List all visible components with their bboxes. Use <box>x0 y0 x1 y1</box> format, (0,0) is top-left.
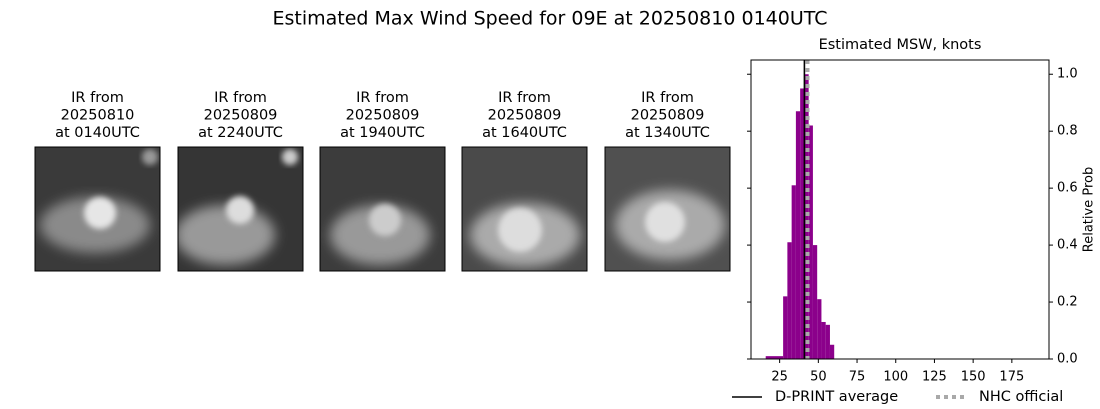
legend-label: D-PRINT average <box>775 389 898 405</box>
ir-images <box>34 146 731 272</box>
bar <box>825 324 830 359</box>
x-tick-label: 50 <box>810 370 827 385</box>
y-tick-label: 0.4 <box>1057 238 1078 253</box>
ir-image <box>462 147 587 271</box>
bar <box>821 321 826 359</box>
panel-title: 20250809 <box>346 108 420 124</box>
ir-image <box>35 147 160 271</box>
bar <box>812 245 818 359</box>
y-tick-label: 0.6 <box>1057 181 1078 196</box>
panel-title: at 2240UTC <box>198 125 283 141</box>
x-tick-label: 175 <box>999 370 1024 385</box>
panel-title: at 1640UTC <box>482 125 567 141</box>
panel-title: at 1940UTC <box>340 125 425 141</box>
panel-title: 20250810 <box>61 108 135 124</box>
panel-title: IR from <box>71 90 124 106</box>
legend-label: NHC official <box>979 389 1063 405</box>
bar <box>787 242 792 359</box>
panel-title: IR from <box>498 90 551 106</box>
y-tick-label: 0.2 <box>1057 295 1078 310</box>
histogram-chart: Estimated MSW, knots 25 50 75 100 125 150 175 0.… <box>732 37 1097 405</box>
bar <box>795 111 801 359</box>
panel-title: IR from <box>641 90 694 106</box>
figure-title: Estimated Max Wind Speed for 09E at 2025… <box>272 8 827 30</box>
panel-title: at 1340UTC <box>625 125 710 141</box>
bar <box>765 356 784 359</box>
bar <box>800 88 805 359</box>
panel-title: IR from <box>214 90 267 106</box>
panel-title: 20250809 <box>204 108 278 124</box>
axes-frame <box>750 59 1050 360</box>
x-tick-label: 150 <box>961 370 986 385</box>
panel-title: IR from <box>356 90 409 106</box>
y-tick-label: 0.0 <box>1057 352 1078 367</box>
x-tick-label: 75 <box>849 370 866 385</box>
bar <box>808 125 813 359</box>
y-axis-label: Relative Prob <box>1082 167 1097 252</box>
x-tick-label: 125 <box>922 370 947 385</box>
panel-title: 20250809 <box>488 108 562 124</box>
bar <box>804 74 809 359</box>
y-tick-label: 1.0 <box>1057 67 1078 82</box>
bar <box>783 296 788 359</box>
bar <box>791 185 796 359</box>
ir-image <box>605 147 730 271</box>
x-tick-label: 25 <box>771 370 788 385</box>
y-tick-label: 0.8 <box>1057 124 1078 139</box>
x-tick-label: 100 <box>883 370 908 385</box>
bar <box>817 299 822 359</box>
ir-image <box>320 147 445 271</box>
chart-title: Estimated MSW, knots <box>819 37 982 53</box>
bar <box>829 344 835 359</box>
panel-title: 20250809 <box>631 108 705 124</box>
panel-title: at 0140UTC <box>55 125 140 141</box>
ir-image <box>178 147 303 271</box>
